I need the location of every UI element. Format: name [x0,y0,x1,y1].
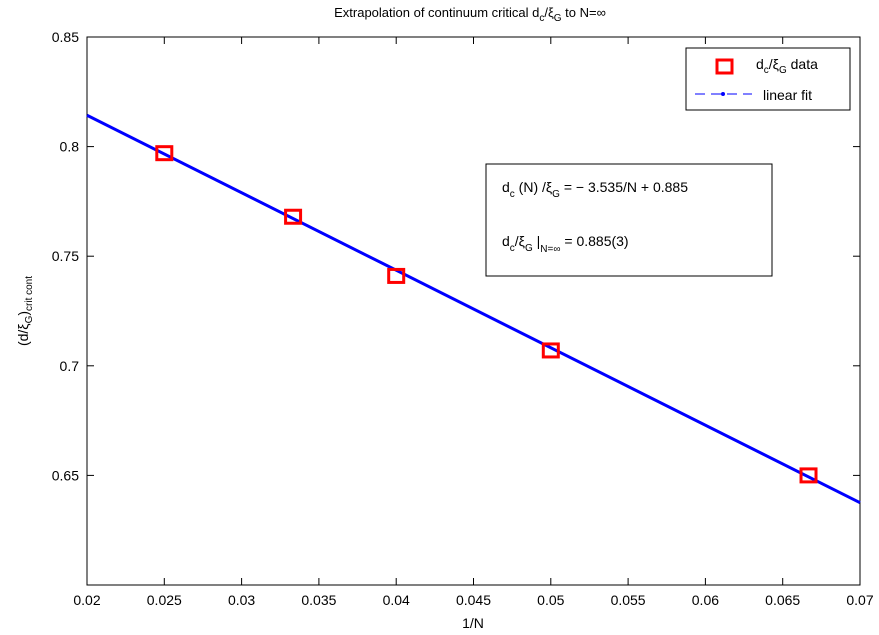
annotation-extrapolated-value: dc/ξG |N=∞ = 0.885(3) [502,233,629,255]
annotation: dc (N) /ξG = − 3.535/N + 0.885 dc/ξG |N=… [485,163,773,277]
x-tick-label: 0.065 [765,592,800,608]
x-tick-label: 0.06 [692,592,719,608]
x-tick-label: 0.025 [147,592,182,608]
data-markers [155,145,818,484]
legend-label-data: dc/ξG data [756,56,818,76]
x-tick-label: 0.04 [383,592,410,608]
x-tick-label: 0.03 [228,592,255,608]
data-point [541,342,560,359]
data-point [799,467,818,484]
annotation-box [485,163,773,277]
legend-marker-data [715,58,734,75]
x-tick-label: 0.035 [301,592,336,608]
fit-line [86,113,861,505]
x-axis-label: 1/N [462,615,484,631]
data-point [155,145,174,162]
x-tick-label: 0.05 [537,592,564,608]
y-tick-label: 0.8 [60,139,80,155]
x-tick-label: 0.02 [73,592,100,608]
legend-box [685,47,851,111]
chart-title: Extrapolation of continuum critical dc/ξ… [334,5,606,24]
data-point [387,267,406,284]
y-tick-label: 0.75 [52,248,79,264]
y-axis-ticks: 0.65 0.7 0.75 0.8 0.85 [52,29,860,483]
y-tick-label: 0.85 [52,29,79,45]
legend-label-fit: linear fit [763,87,812,103]
y-tick-label: 0.65 [52,467,79,483]
x-tick-label: 0.07 [846,592,873,608]
plot-area [86,36,861,586]
y-axis-label: (d/ξG)crit cont [15,276,35,346]
legend-dot-fit [721,92,725,96]
annotation-fit-equation: dc (N) /ξG = − 3.535/N + 0.885 [502,179,688,200]
data-point [284,208,303,225]
x-tick-label: 0.045 [456,592,491,608]
x-axis-ticks: 0.02 0.025 0.03 0.035 0.04 0.045 0.05 0.055 0.06… [73,37,874,608]
legend: dc/ξG data linear fit [685,47,851,111]
x-tick-label: 0.055 [611,592,646,608]
y-tick-label: 0.7 [60,358,80,374]
